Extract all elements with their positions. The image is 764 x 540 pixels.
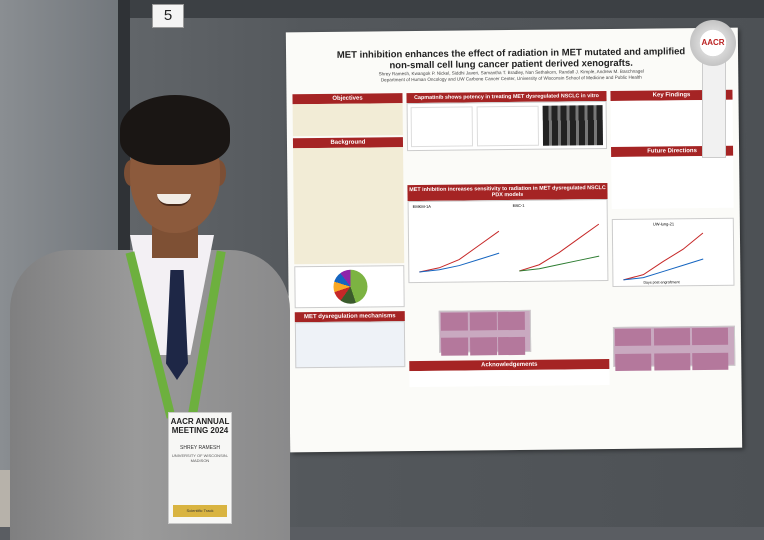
x-axis-label: Days post engraftment: [643, 280, 680, 285]
background-body: [293, 147, 405, 265]
badge-role: UNIVERSITY OF WISCONSIN-MADISON: [171, 453, 229, 463]
left-column: Objectives Background MET dysregulation …: [292, 93, 406, 369]
presenter: AACR ANNUAL MEETING 2024 SHREY RAMESH UN…: [0, 0, 300, 540]
figure3-caption: [408, 281, 608, 311]
western-blot: [542, 105, 604, 146]
in-vitro-figures: [406, 101, 608, 152]
badge-name: SHREY RAMESH: [180, 445, 220, 451]
future-directions-body: [611, 155, 734, 209]
figure2-caption: [407, 149, 607, 185]
name-badge: AACR ANNUAL MEETING 2024 SHREY RAMESH UN…: [168, 412, 232, 524]
badge-header: AACR ANNUAL MEETING 2024: [170, 417, 230, 435]
uw-treatment-line: [623, 258, 704, 281]
pie-figure: [294, 265, 405, 309]
rosette-icon: AACR: [690, 20, 736, 66]
badge-footer: Scientific Track: [173, 505, 227, 517]
control-line-1: [419, 230, 500, 273]
research-poster: MET inhibition enhances the effect of ra…: [285, 27, 743, 453]
top-frame: [0, 0, 764, 18]
treatment-line-2: [519, 255, 600, 272]
board-number: 5: [152, 4, 184, 28]
pie-chart: [333, 269, 368, 304]
ihc-images: [438, 309, 532, 356]
award-ribbon: AACR: [690, 20, 736, 158]
uw-lung-21-figure: UW-lung-21 Days post engraftment: [611, 217, 735, 287]
middle-column: Capmatinib shows potency in treating MET…: [406, 91, 610, 388]
dose-curve-2: [476, 105, 540, 147]
navy-tie: [166, 270, 188, 380]
uw-control-line: [623, 232, 704, 281]
control-line-2: [519, 223, 600, 272]
acknowledgements-body: [409, 369, 610, 388]
uw-ihc-images: [612, 325, 736, 371]
met-mechanisms-figure: [294, 321, 406, 369]
smile: [157, 194, 191, 206]
curly-hair: [120, 95, 230, 165]
dose-curve-1: [410, 106, 474, 148]
uw-lung-21-lines: [623, 232, 704, 281]
figure4-caption: [612, 286, 734, 327]
tumor-growth-figures: EMKM-1A EBC-1: [407, 199, 609, 284]
right-column: Key Findings Future Directions UW-lung-2…: [610, 89, 736, 371]
objectives-body: [292, 103, 403, 137]
treatment-line-1: [419, 252, 500, 273]
ribbon-tail: [702, 60, 726, 158]
tumor-growth-lines: [419, 223, 600, 273]
poster-authors: Shrey Ramesh, Kwangok P. Nickel, Siddhi …: [326, 68, 696, 84]
